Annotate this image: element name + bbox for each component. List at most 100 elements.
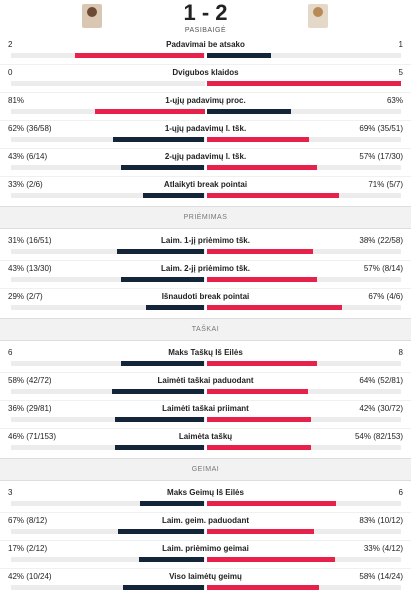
home-value: 43% (6/14)	[8, 152, 48, 161]
stat-name: Laim. priėmimo geimai	[162, 544, 249, 553]
stat-name: 1-ųjų padavimų l. tšk.	[164, 124, 247, 133]
away-value: 38% (22/58)	[359, 236, 403, 245]
home-bar	[121, 361, 205, 366]
away-bar	[206, 557, 335, 562]
home-bar	[115, 445, 205, 450]
away-track	[206, 109, 401, 114]
away-value: 6	[398, 488, 403, 497]
home-bar	[123, 585, 205, 590]
stat-name: Laimėti taškai priimant	[162, 404, 249, 413]
stat-name: Laim. 1-jį priėmimo tšk.	[161, 236, 250, 245]
home-value: 29% (2/7)	[8, 292, 43, 301]
away-value: 63%	[386, 96, 403, 105]
stat-name: 1-ųjų padavimų proc.	[165, 96, 246, 105]
row-divider	[0, 428, 411, 429]
away-bar	[206, 361, 318, 366]
away-bar	[206, 305, 342, 310]
away-value: 54% (82/153)	[354, 432, 403, 441]
away-avatar	[308, 4, 328, 28]
stat-name: Padavimai be atsako	[166, 40, 245, 49]
home-track	[10, 417, 205, 422]
away-bar	[206, 193, 339, 198]
match-status: PASIBAIGĖ	[184, 27, 227, 34]
avatar-head	[313, 7, 323, 17]
away-bar	[206, 81, 401, 86]
stat-name: Laim. 2-jį priėmimo tšk.	[161, 264, 250, 273]
away-value: 64% (52/81)	[359, 376, 403, 385]
away-value: 5	[398, 68, 403, 77]
home-value: 81%	[8, 96, 25, 105]
home-value: 31% (16/51)	[8, 236, 52, 245]
home-bar	[112, 389, 205, 394]
row-divider	[0, 288, 411, 289]
stat-name: Laim. geim. paduodant	[161, 516, 250, 525]
away-bar	[206, 277, 318, 282]
row-divider	[0, 260, 411, 261]
home-value: 33% (2/6)	[8, 180, 43, 189]
home-track	[10, 305, 205, 310]
away-value: 57% (17/30)	[359, 152, 403, 161]
home-bar	[95, 109, 205, 114]
away-bar	[206, 249, 314, 254]
row-divider	[0, 512, 411, 513]
home-bar	[112, 137, 205, 142]
home-value: 0	[8, 68, 13, 77]
away-value: 71% (5/7)	[368, 180, 403, 189]
row-divider	[0, 92, 411, 93]
home-track	[10, 361, 205, 366]
away-value: 1	[398, 40, 403, 49]
home-value: 6	[8, 348, 13, 357]
home-track	[10, 137, 205, 142]
stat-name: Maks Geimų Iš Eilės	[167, 488, 244, 497]
home-track	[10, 501, 205, 506]
row-divider	[0, 400, 411, 401]
home-bar	[117, 249, 205, 254]
away-value: 83% (10/12)	[359, 516, 403, 525]
home-bar	[75, 53, 205, 58]
away-track	[206, 53, 401, 58]
row-divider	[0, 372, 411, 373]
row-divider	[0, 148, 411, 149]
row-divider	[0, 176, 411, 177]
home-bar	[121, 277, 205, 282]
away-value: 57% (8/14)	[363, 264, 403, 273]
away-value: 67% (4/6)	[368, 292, 403, 301]
home-track	[10, 529, 205, 534]
home-value: 46% (71/153)	[8, 432, 57, 441]
home-bar	[114, 417, 205, 422]
away-bar	[206, 585, 320, 590]
away-bar	[206, 53, 272, 58]
away-bar	[206, 445, 312, 450]
section-header: GEIMAI	[0, 458, 411, 481]
home-track	[10, 193, 205, 198]
away-bar	[206, 165, 318, 170]
away-bar	[206, 501, 336, 506]
home-track	[10, 557, 205, 562]
away-value: 33% (4/12)	[363, 544, 403, 553]
home-avatar	[82, 4, 102, 28]
row-divider	[0, 540, 411, 541]
home-track	[10, 445, 205, 450]
score: 1 - 2	[183, 0, 228, 25]
section-header: TAŠKAI	[0, 318, 411, 341]
away-bar	[206, 137, 309, 142]
stat-name: Atlaikyti break pointai	[163, 180, 248, 189]
away-bar	[206, 529, 314, 534]
away-value: 42% (30/72)	[359, 404, 403, 413]
home-bar	[142, 193, 205, 198]
away-bar	[206, 109, 292, 114]
home-bar	[139, 501, 205, 506]
home-value: 3	[8, 488, 13, 497]
home-value: 2	[8, 40, 13, 49]
stat-name: Maks Taškų Iš Eilės	[168, 348, 243, 357]
home-value: 17% (2/12)	[8, 544, 48, 553]
away-bar	[206, 389, 309, 394]
row-divider	[0, 568, 411, 569]
stat-name: Laimėti taškai paduodant	[157, 376, 254, 385]
away-bar	[206, 417, 311, 422]
home-value: 43% (13/30)	[8, 264, 52, 273]
stat-name: Viso laimėtų geimų	[169, 572, 242, 581]
stat-name: Laimėta taškų	[178, 432, 233, 441]
home-bar	[117, 529, 205, 534]
